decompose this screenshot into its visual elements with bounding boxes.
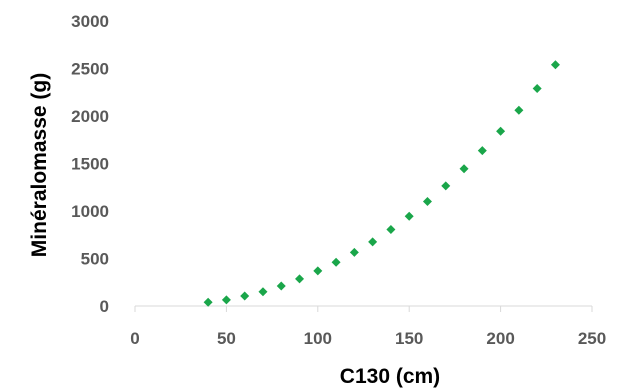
y-axis-ticks: 0 500 1000 1500 2000 2500 3000 bbox=[71, 12, 109, 316]
x-tick-label: 100 bbox=[304, 329, 332, 348]
data-point bbox=[496, 126, 506, 136]
data-point bbox=[368, 237, 378, 247]
x-tick-label: 50 bbox=[217, 329, 236, 348]
y-tick-label: 500 bbox=[81, 250, 109, 269]
data-point bbox=[221, 295, 231, 305]
y-axis-title: Minéralomasse (g) bbox=[28, 73, 51, 257]
data-point bbox=[441, 181, 451, 191]
data-point bbox=[422, 197, 432, 206]
data-point bbox=[349, 247, 359, 257]
y-tick-label: 2000 bbox=[71, 107, 109, 126]
y-tick-label: 1000 bbox=[71, 202, 109, 221]
scatter-points bbox=[203, 60, 560, 307]
data-point bbox=[203, 297, 213, 307]
data-point bbox=[514, 105, 524, 115]
data-point bbox=[258, 287, 268, 297]
x-tick-label: 250 bbox=[578, 329, 606, 348]
y-tick-label: 2500 bbox=[71, 60, 109, 79]
x-tick-label: 200 bbox=[486, 329, 514, 348]
y-tick-label: 1500 bbox=[71, 155, 109, 174]
x-tick-label: 0 bbox=[130, 329, 139, 348]
data-point bbox=[459, 164, 469, 174]
x-axis-title: C130 (cm) bbox=[340, 365, 440, 388]
data-point bbox=[276, 281, 286, 291]
x-axis-ticks: 0 50 100 150 200 250 bbox=[130, 306, 606, 348]
x-tick-label: 150 bbox=[395, 329, 423, 348]
data-point bbox=[331, 257, 341, 267]
data-point bbox=[404, 211, 414, 221]
data-point bbox=[240, 291, 250, 301]
data-point bbox=[295, 274, 305, 284]
data-point bbox=[477, 146, 487, 156]
data-point bbox=[532, 83, 542, 93]
data-point bbox=[313, 266, 323, 276]
y-tick-label: 0 bbox=[100, 297, 109, 316]
y-tick-label: 3000 bbox=[71, 12, 109, 31]
data-point bbox=[550, 60, 560, 70]
data-point bbox=[386, 225, 396, 235]
